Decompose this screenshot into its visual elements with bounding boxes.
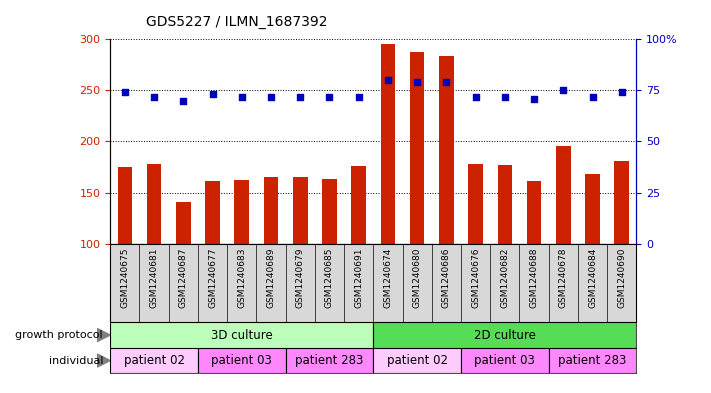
Text: GSM1240690: GSM1240690 [617, 248, 626, 308]
Point [499, 94, 510, 100]
Bar [293, 177, 307, 244]
Point [441, 79, 452, 85]
Polygon shape [97, 329, 110, 342]
Bar [614, 161, 629, 244]
Bar [110, 322, 373, 348]
Bar [549, 348, 636, 373]
Text: GSM1240678: GSM1240678 [559, 248, 568, 308]
Text: GSM1240686: GSM1240686 [442, 248, 451, 308]
Text: GSM1240685: GSM1240685 [325, 248, 334, 308]
Text: GDS5227 / ILMN_1687392: GDS5227 / ILMN_1687392 [146, 15, 327, 29]
Point [470, 94, 481, 100]
Text: GSM1240689: GSM1240689 [267, 248, 275, 308]
Bar [556, 145, 570, 244]
Bar [461, 348, 549, 373]
Point [207, 91, 218, 97]
Text: patient 03: patient 03 [211, 354, 272, 367]
Bar [373, 322, 636, 348]
Text: patient 283: patient 283 [295, 354, 363, 367]
Bar [198, 348, 286, 373]
Point [149, 94, 160, 100]
Bar [176, 202, 191, 244]
Text: GSM1240680: GSM1240680 [412, 248, 422, 308]
Text: GSM1240675: GSM1240675 [120, 248, 129, 308]
Bar [527, 181, 541, 244]
Point [236, 94, 247, 100]
Bar [585, 174, 600, 244]
Point [616, 89, 627, 95]
Text: GSM1240676: GSM1240676 [471, 248, 480, 308]
Text: patient 283: patient 283 [558, 354, 626, 367]
Text: individual: individual [48, 356, 103, 365]
Text: GSM1240677: GSM1240677 [208, 248, 217, 308]
Text: patient 02: patient 02 [387, 354, 448, 367]
Bar [373, 348, 461, 373]
Point [265, 94, 277, 100]
Text: GSM1240679: GSM1240679 [296, 248, 305, 308]
Bar [286, 348, 373, 373]
Bar [380, 44, 395, 244]
Text: GSM1240688: GSM1240688 [530, 248, 538, 308]
Point [294, 94, 306, 100]
Text: patient 02: patient 02 [124, 354, 185, 367]
Point [412, 79, 423, 85]
Text: GSM1240687: GSM1240687 [178, 248, 188, 308]
Text: growth protocol: growth protocol [16, 330, 103, 340]
Text: GSM1240691: GSM1240691 [354, 248, 363, 308]
Bar [117, 167, 132, 244]
Text: 2D culture: 2D culture [474, 329, 536, 342]
Bar [439, 56, 454, 244]
Point [528, 95, 540, 102]
Bar [110, 348, 198, 373]
Point [353, 94, 364, 100]
Bar [498, 165, 512, 244]
Text: GSM1240682: GSM1240682 [501, 248, 509, 308]
Bar [235, 180, 249, 244]
Bar [469, 164, 483, 244]
Polygon shape [97, 354, 110, 367]
Bar [146, 164, 161, 244]
Bar [351, 166, 366, 244]
Point [178, 97, 189, 104]
Point [587, 94, 598, 100]
Point [324, 94, 335, 100]
Text: 3D culture: 3D culture [211, 329, 272, 342]
Bar [264, 177, 278, 244]
Text: GSM1240674: GSM1240674 [383, 248, 392, 308]
Point [557, 87, 569, 94]
Text: GSM1240681: GSM1240681 [149, 248, 159, 308]
Text: GSM1240683: GSM1240683 [237, 248, 246, 308]
Point [383, 77, 394, 83]
Point [119, 89, 131, 95]
Bar [410, 51, 424, 244]
Bar [205, 181, 220, 244]
Text: GSM1240684: GSM1240684 [588, 248, 597, 308]
Text: patient 03: patient 03 [474, 354, 535, 367]
Bar [322, 179, 337, 244]
